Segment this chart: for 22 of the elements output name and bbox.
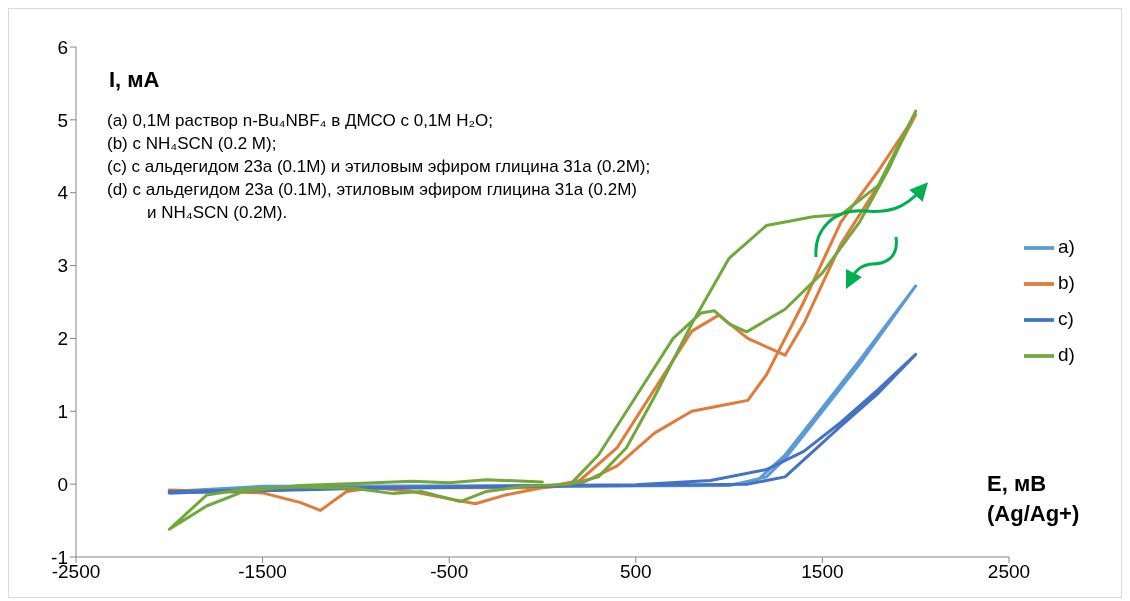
x-axis-title: E, мВ (Ag/Ag+) (987, 470, 1081, 528)
y-tick-label: 2 (57, 328, 68, 350)
y-tick-label: 5 (57, 109, 68, 131)
y-tick-label: 0 (57, 473, 68, 495)
annotation: (b) с NH₄SCN (0.2 M); (107, 133, 278, 155)
legend-label: a) (1058, 236, 1075, 257)
annotation: (c) с альдегидом 23a (0.1M) и этиловым эфиром глицина 31a (0.2M); (107, 156, 651, 178)
x-tick-label: 2500 (987, 561, 1031, 583)
legend-label: b) (1058, 272, 1075, 293)
x-tick-label: -1500 (238, 561, 287, 583)
annotation: (d) с альдегидом 23a (0.1M), этиловым эфиром глицина 31a (0.2M) и NH₄SCN (0.2M). (107, 179, 638, 224)
y-tick-label: 3 (57, 255, 68, 277)
y-tick-label: 4 (57, 182, 69, 204)
x-tick-label: 1500 (801, 561, 844, 583)
y-tick-label: 1 (57, 401, 68, 423)
y-axis-title: I, мА (109, 67, 160, 93)
x-tick-label: 500 (619, 561, 652, 583)
legend-label: d) (1058, 344, 1075, 365)
annotation: (a) 0,1M раствор n-Bu₄NBF₄ в ДМСО с 0,1M H₂O; (107, 110, 495, 132)
legend-label: c) (1058, 308, 1074, 329)
y-tick-label: 6 (57, 36, 68, 58)
x-tick-label: -500 (430, 561, 469, 583)
